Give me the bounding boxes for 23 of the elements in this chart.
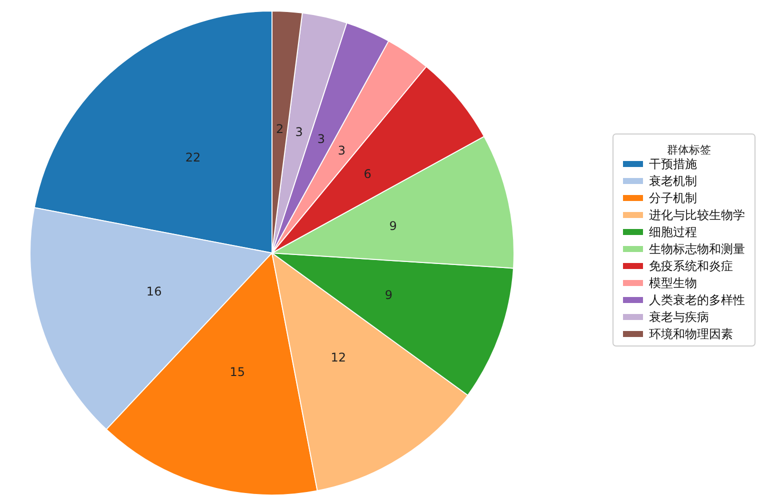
data-label: 15 [230,365,246,380]
legend-title: 群体标签 [667,144,711,156]
legend-label: 干预措施 [649,157,697,171]
legend-label: 细胞过程 [649,225,697,239]
legend-label: 模型生物 [649,276,697,290]
data-label: 9 [384,288,392,302]
data-label: 3 [317,132,326,146]
legend-label: 人类衰老的多样性 [649,293,745,307]
legend-label: 衰老与疾病 [649,310,709,324]
legend-label: 环境和物理因素 [649,327,733,341]
legend-label: 分子机制 [649,191,697,205]
data-label: 2 [276,122,284,136]
data-label: 3 [295,124,303,139]
data-label: 22 [185,150,201,164]
data-label: 16 [146,284,162,298]
data-label: 12 [330,350,346,365]
legend-label: 衰老机制 [649,174,697,188]
data-label: 3 [338,143,346,158]
legend-label: 免疫系统和炎症 [649,259,733,273]
data-label: 6 [364,166,372,181]
legend-label: 进化与比较生物学 [649,208,745,222]
legend-label: 生物标志物和测量 [649,242,745,256]
data-label: 9 [389,218,397,233]
